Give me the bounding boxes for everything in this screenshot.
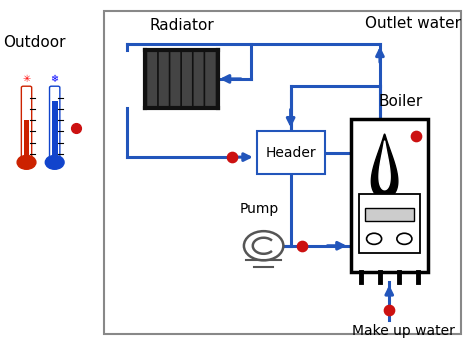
Text: Make up water: Make up water [352,324,455,338]
FancyBboxPatch shape [193,50,205,108]
Bar [24,120,29,161]
Text: Header: Header [265,146,316,160]
Bar [359,194,419,253]
Bar [52,101,57,161]
FancyBboxPatch shape [170,50,182,108]
FancyBboxPatch shape [204,50,217,108]
FancyBboxPatch shape [181,50,193,108]
Polygon shape [371,134,398,199]
FancyBboxPatch shape [158,50,170,108]
Bar [256,131,325,174]
Bar [365,208,414,221]
FancyBboxPatch shape [21,86,32,162]
FancyBboxPatch shape [49,86,60,162]
Point [412,133,420,139]
Point [72,125,80,131]
Bar [104,11,461,334]
Point [228,154,236,160]
Text: Boiler: Boiler [379,94,423,109]
Circle shape [366,233,382,244]
Text: ❄: ❄ [51,74,59,84]
Circle shape [397,233,412,244]
FancyBboxPatch shape [146,50,159,108]
Text: ✳: ✳ [22,74,31,84]
Text: Radiator: Radiator [149,18,214,34]
Text: Outlet water: Outlet water [365,16,461,31]
Bar [350,119,428,272]
Circle shape [46,155,64,169]
Circle shape [17,155,36,169]
Polygon shape [379,141,390,190]
Point [385,307,393,313]
Circle shape [244,231,283,260]
Text: Pump: Pump [239,202,279,216]
Text: Outdoor: Outdoor [3,35,65,50]
Point [298,243,306,248]
